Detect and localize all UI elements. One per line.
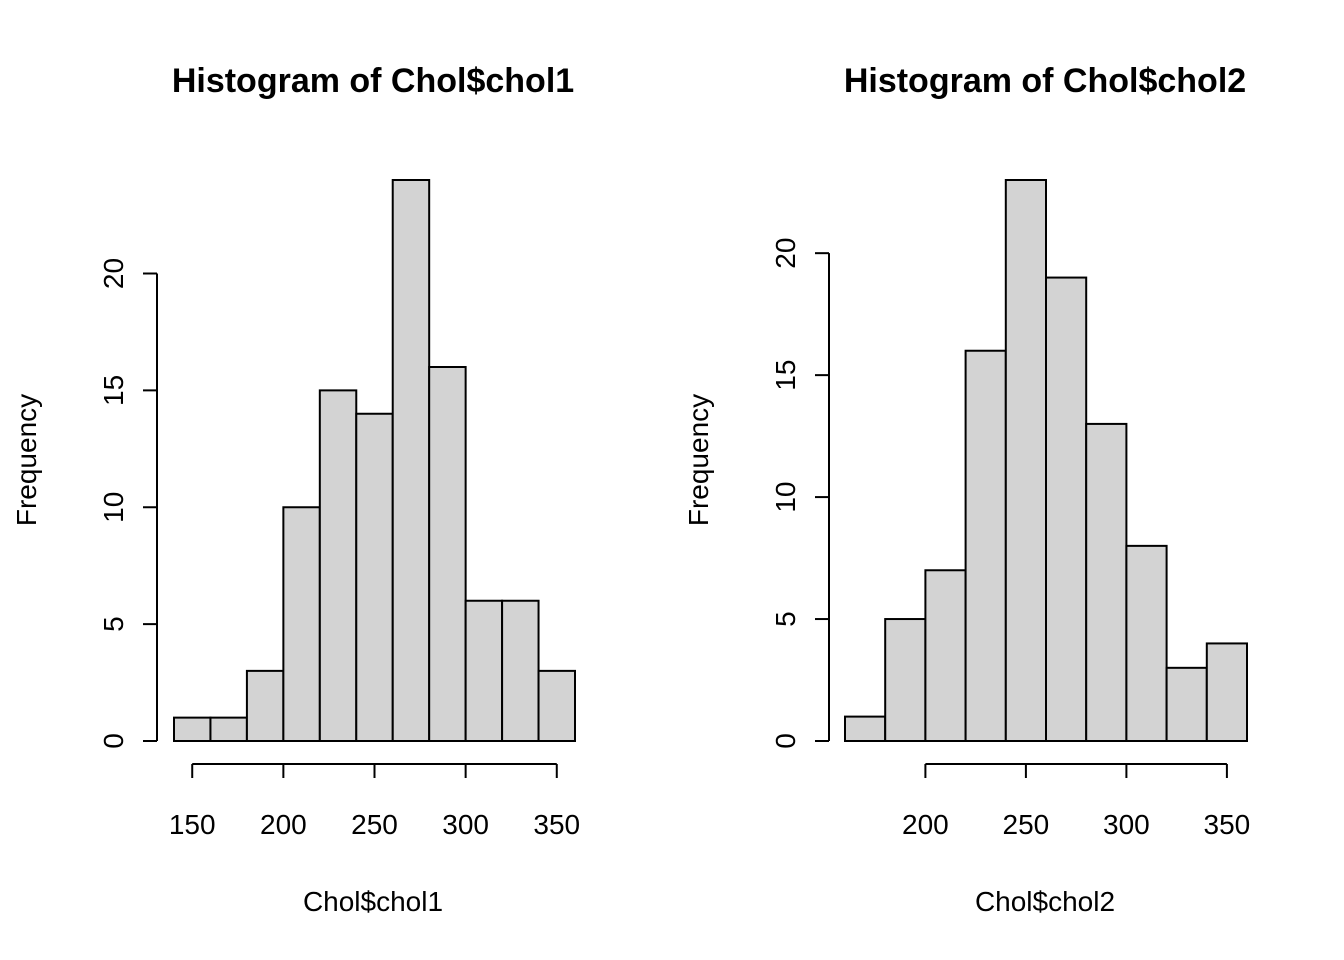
histogram-bar — [964, 349, 1007, 742]
chart-title: Histogram of Chol$chol1 — [172, 62, 574, 100]
x-tick-label: 200 — [902, 809, 949, 840]
y-tick-label: 10 — [770, 482, 801, 513]
x-tick-label: 250 — [1003, 809, 1050, 840]
histogram-bar — [924, 569, 967, 742]
y-tick-label: 0 — [98, 733, 129, 749]
y-tick-label: 20 — [770, 238, 801, 269]
x-tick-label: 350 — [1204, 809, 1251, 840]
x-tick-label: 350 — [533, 809, 580, 840]
histogram-bar — [173, 716, 212, 742]
histogram-bar — [391, 179, 431, 742]
histogram-bar — [464, 599, 504, 742]
y-tick-label: 5 — [98, 616, 129, 632]
x-axis: 150 200 250 300 350 — [169, 763, 580, 840]
histogram-bar — [282, 506, 321, 742]
histogram-bar — [1165, 666, 1208, 743]
x-axis-label: Chol$chol2 — [975, 886, 1115, 917]
y-tick-label: 10 — [98, 492, 129, 523]
y-tick-label: 20 — [98, 258, 129, 289]
bar-group — [173, 179, 577, 742]
y-tick-label: 15 — [770, 360, 801, 391]
y-tick-label: 0 — [770, 733, 801, 749]
histogram-panel-chol2: Histogram of Chol$chol2 Chol$chol2 Frequ… — [683, 62, 1250, 917]
x-tick-label: 250 — [351, 809, 398, 840]
x-axis-label: Chol$chol1 — [303, 886, 443, 917]
histogram-bar — [1004, 179, 1047, 742]
histogram-bar — [1205, 642, 1249, 742]
y-axis: 0 5 10 15 20 — [770, 238, 830, 749]
histogram-bar — [428, 366, 467, 742]
histogram-bar — [844, 715, 887, 743]
histogram-bar — [884, 618, 927, 742]
y-axis-label: Frequency — [11, 394, 42, 526]
histogram-bar — [318, 389, 358, 742]
x-tick-label: 150 — [169, 809, 216, 840]
x-axis: 200 250 300 350 — [902, 763, 1251, 840]
histogram-bar — [1085, 422, 1128, 742]
histogram-bar — [355, 412, 394, 742]
x-tick-label: 300 — [442, 809, 489, 840]
histogram-bar — [245, 669, 285, 742]
x-tick-label: 200 — [260, 809, 307, 840]
histogram-panel-chol1: Histogram of Chol$chol1 Chol$chol1 Frequ… — [11, 62, 580, 917]
histogram-bar — [209, 716, 248, 742]
histogram-bar — [1125, 544, 1168, 742]
x-tick-label: 300 — [1103, 809, 1150, 840]
histogram-bar — [537, 669, 577, 742]
chart-title: Histogram of Chol$chol2 — [844, 62, 1246, 100]
bar-group — [844, 179, 1249, 743]
y-tick-label: 5 — [770, 611, 801, 627]
histogram-bar — [1045, 276, 1088, 742]
y-axis: 0 5 10 15 20 — [98, 258, 158, 749]
y-axis-label: Frequency — [683, 394, 714, 526]
histogram-bar — [501, 599, 540, 742]
y-tick-label: 15 — [98, 375, 129, 406]
